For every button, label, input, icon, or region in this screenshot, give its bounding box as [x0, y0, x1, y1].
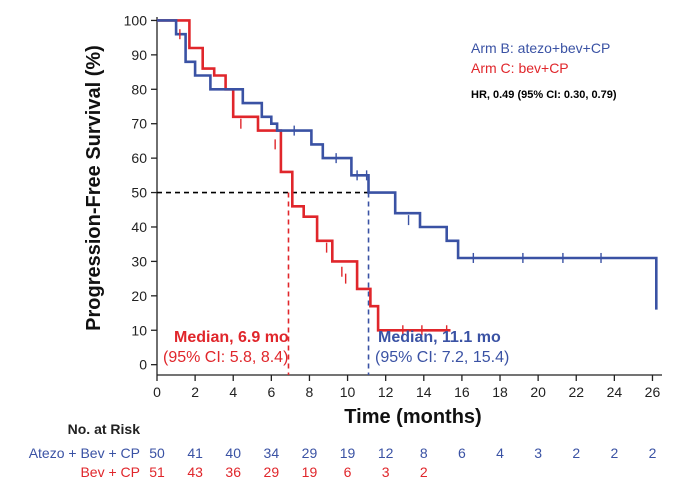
median-arm-b-ci: (95% CI: 7.2, 15.4) — [375, 349, 509, 366]
risk-value-0-4: 29 — [302, 445, 318, 461]
x-tick-label-6: 6 — [267, 384, 275, 400]
y-tick-label-90: 90 — [131, 47, 147, 63]
x-tick-label-14: 14 — [416, 384, 432, 400]
risk-value-0-0: 50 — [149, 445, 165, 461]
x-tick-label-4: 4 — [229, 384, 237, 400]
risk-row-label-0: Atezo + Bev + CP — [29, 445, 140, 461]
y-tick-label-0: 0 — [139, 357, 147, 373]
risk-value-0-2: 40 — [225, 445, 241, 461]
x-tick-label-18: 18 — [492, 384, 508, 400]
x-tick-label-10: 10 — [340, 384, 356, 400]
x-tick-label-26: 26 — [645, 384, 661, 400]
x-tick-label-0: 0 — [153, 384, 161, 400]
curve-arm-c — [157, 19, 451, 332]
y-tick-label-10: 10 — [131, 322, 147, 338]
y-tick-label-20: 20 — [131, 288, 147, 304]
risk-value-1-0: 51 — [149, 464, 165, 480]
y-tick-label-30: 30 — [131, 253, 147, 269]
risk-value-1-2: 36 — [225, 464, 241, 480]
risk-value-1-6: 3 — [382, 464, 390, 480]
x-tick-label-8: 8 — [306, 384, 314, 400]
risk-row-label-1: Bev + CP — [80, 464, 140, 480]
risk-value-0-5: 19 — [340, 445, 356, 461]
risk-value-0-3: 34 — [264, 445, 280, 461]
risk-value-0-6: 12 — [378, 445, 394, 461]
risk-value-1-1: 43 — [187, 464, 203, 480]
y-axis-label: Progression-Free Survival (%) — [83, 45, 105, 331]
median-reference-lines — [157, 191, 370, 375]
x-tick-label-12: 12 — [378, 384, 394, 400]
risk-table: Atezo + Bev + CP 50 41 40 34 29 19 12 8 6 4 3 2 2 2Bev… — [29, 445, 657, 480]
median-arm-c-ci: (95% CI: 5.8, 8.4) — [163, 349, 288, 366]
risk-value-1-5: 6 — [344, 464, 352, 480]
legend-arm-b: Arm B: atezo+bev+CP — [471, 40, 610, 56]
y-tick-label-100: 100 — [124, 12, 148, 28]
risk-table-title: No. at Risk — [68, 421, 141, 437]
risk-value-0-8: 6 — [458, 445, 466, 461]
risk-value-1-3: 29 — [264, 464, 280, 480]
x-tick-label-16: 16 — [454, 384, 470, 400]
risk-value-0-7: 8 — [420, 445, 428, 461]
risk-value-0-1: 41 — [187, 445, 203, 461]
risk-value-0-9: 4 — [496, 445, 504, 461]
risk-value-0-12: 2 — [610, 445, 618, 461]
y-tick-label-60: 60 — [131, 150, 147, 166]
median-arm-b-label: Median, 11.1 mo — [378, 329, 501, 346]
x-tick-label-20: 20 — [530, 384, 546, 400]
median-arm-c-label: Median, 6.9 mo — [174, 329, 289, 346]
risk-value-0-13: 2 — [649, 445, 657, 461]
risk-value-1-4: 19 — [302, 464, 318, 480]
risk-value-1-7: 2 — [420, 464, 428, 480]
risk-value-0-11: 2 — [572, 445, 580, 461]
x-tick-label-2: 2 — [191, 384, 199, 400]
censor-marks — [179, 29, 602, 336]
risk-value-0-10: 3 — [534, 445, 542, 461]
x-tick-label-22: 22 — [568, 384, 584, 400]
x-axis-label: Time (months) — [344, 406, 481, 428]
hazard-ratio-annotation: HR, 0.49 (95% CI: 0.30, 0.79) — [471, 89, 617, 101]
x-tick-label-24: 24 — [607, 384, 623, 400]
legend-arm-c: Arm C: bev+CP — [471, 60, 569, 76]
y-tick-label-40: 40 — [131, 219, 147, 235]
y-tick-label-70: 70 — [131, 116, 147, 132]
survival-curves — [157, 19, 658, 332]
y-tick-label-80: 80 — [131, 81, 147, 97]
curve-arm-b — [157, 19, 658, 310]
y-tick-label-50: 50 — [131, 185, 147, 201]
